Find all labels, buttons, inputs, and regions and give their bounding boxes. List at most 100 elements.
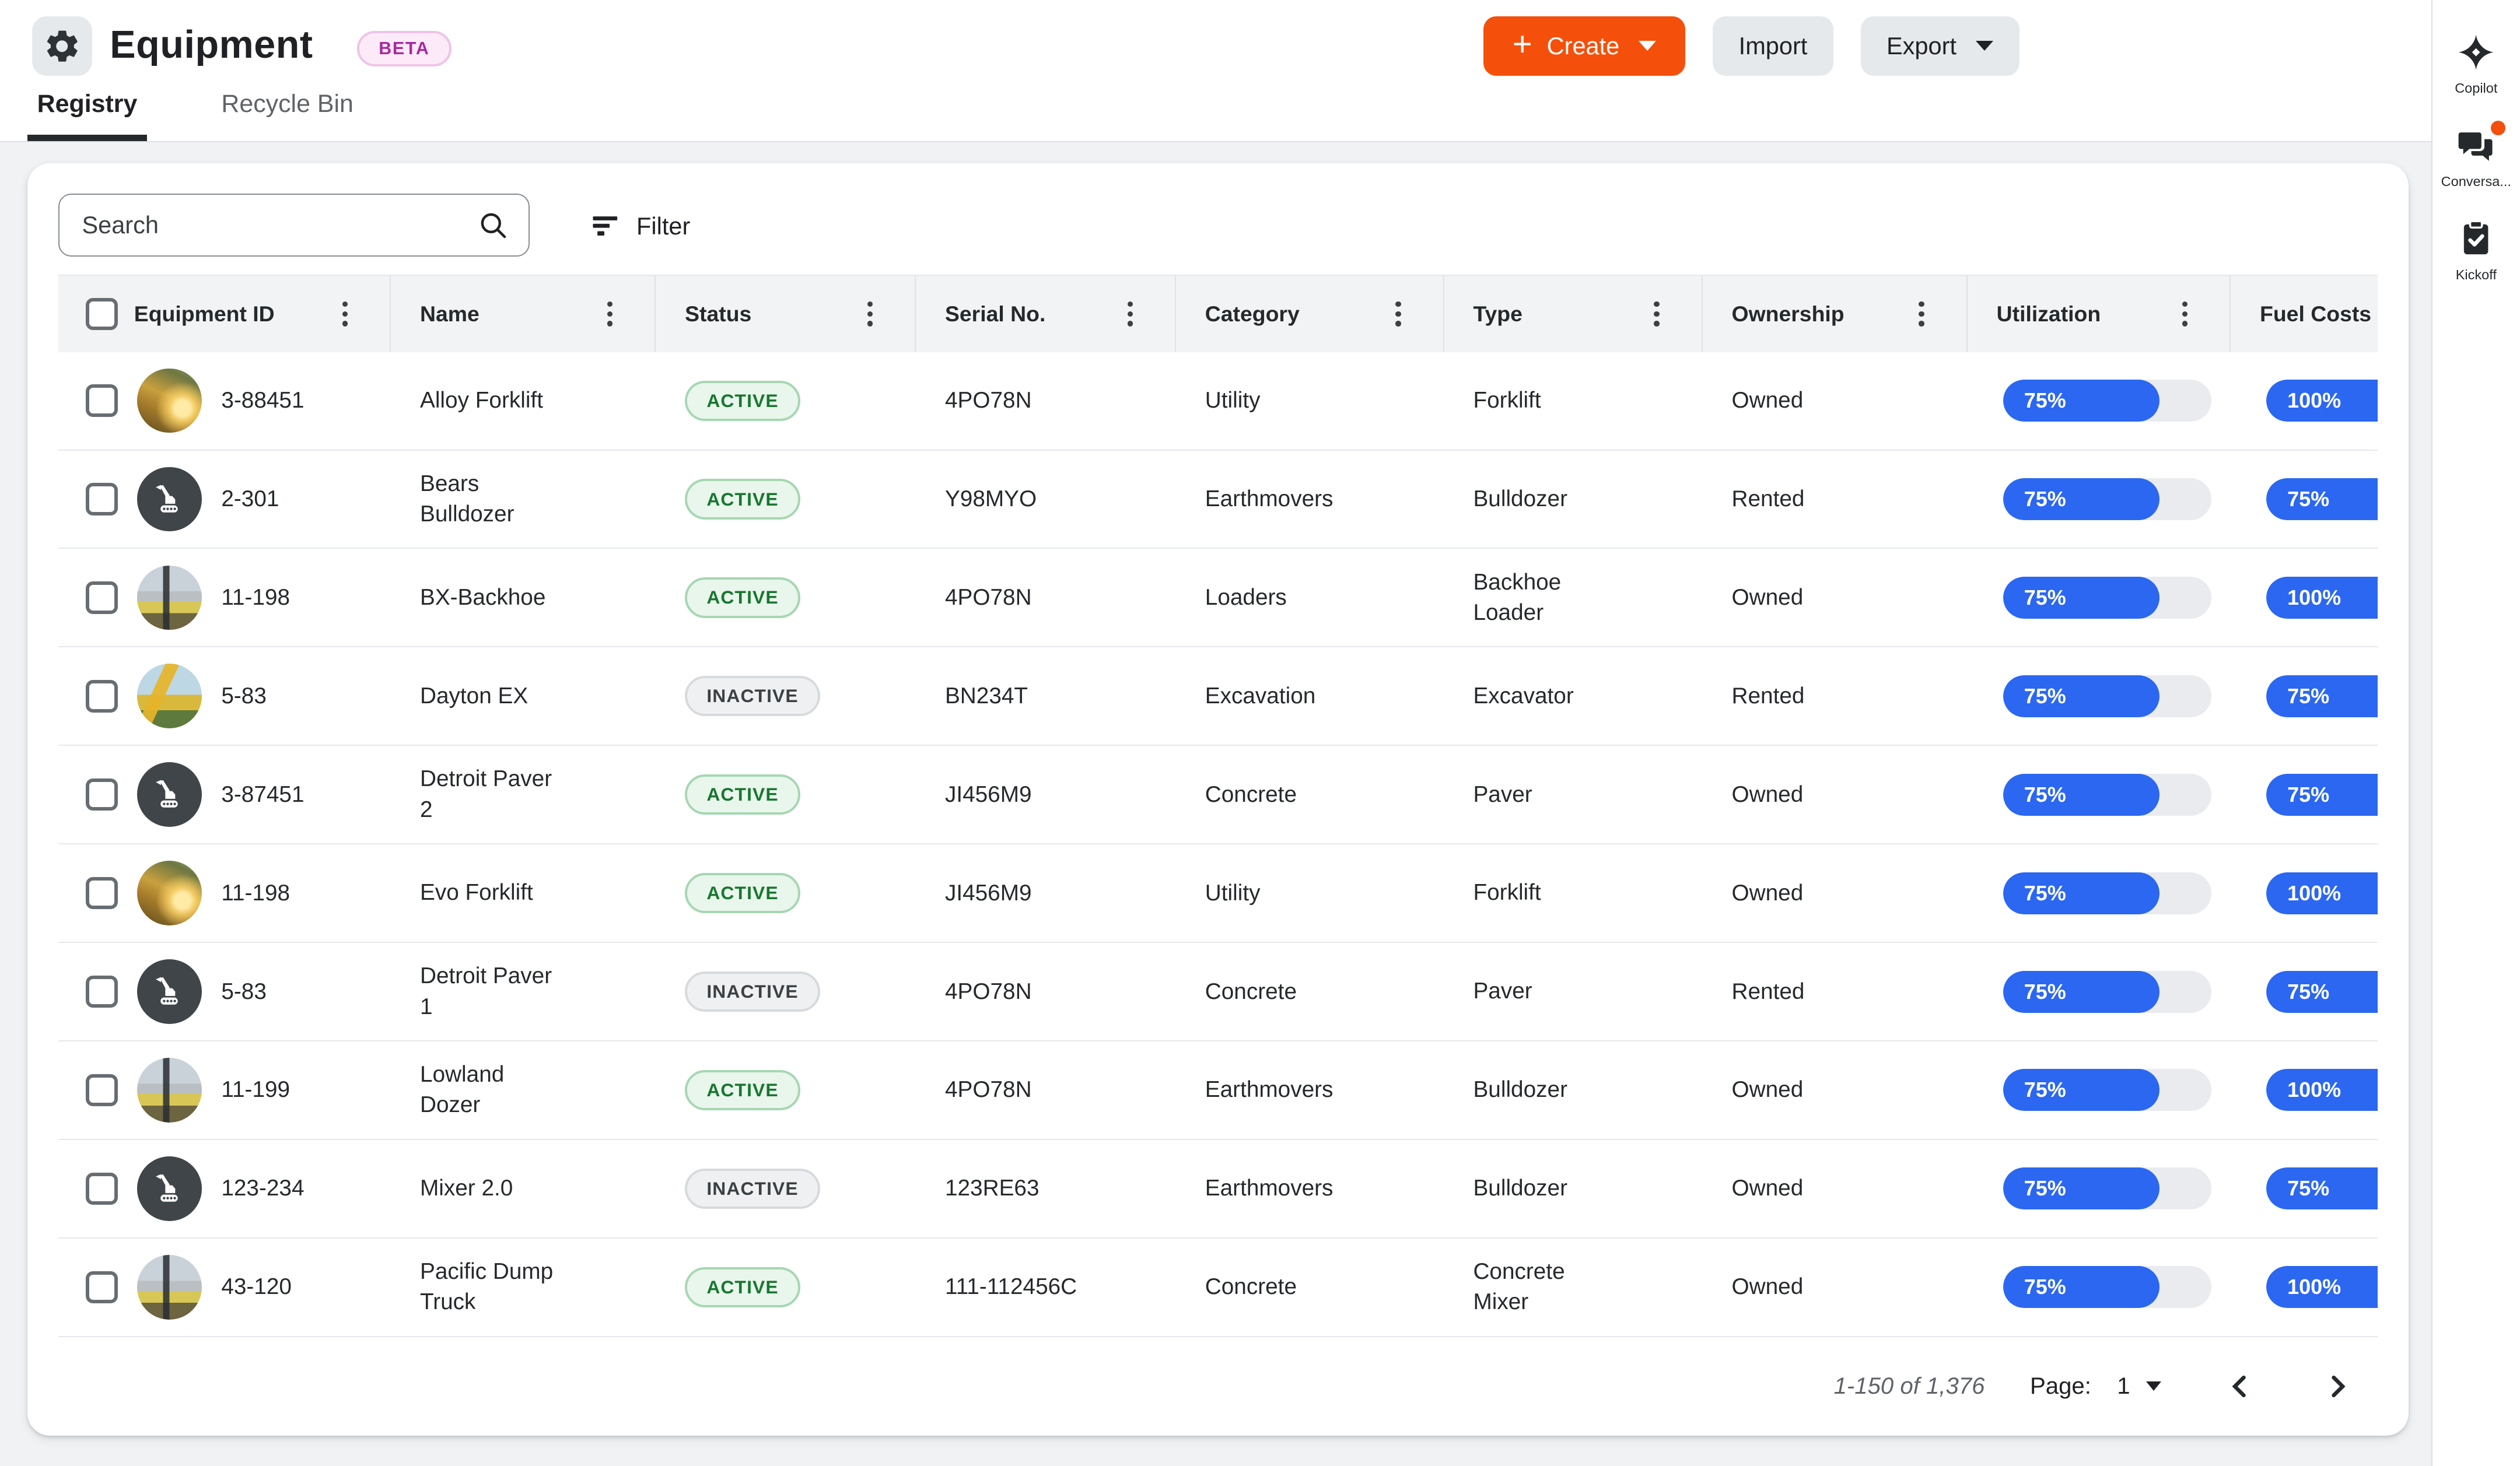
column-menu-icon[interactable]: [1127, 301, 1133, 327]
row-checkbox[interactable]: [85, 778, 118, 811]
column-header-equipment-id[interactable]: Equipment ID: [58, 275, 391, 352]
column-menu-icon[interactable]: [1395, 301, 1401, 327]
fuel-costs-value: 100%: [2287, 881, 2342, 905]
equipment-name: BX-Backhoe: [419, 584, 546, 610]
column-menu-icon[interactable]: [342, 301, 348, 327]
utilization-bar-fill: [2003, 1266, 2160, 1309]
row-checkbox[interactable]: [85, 1271, 118, 1303]
page-number-dropdown[interactable]: 1: [2117, 1373, 2162, 1400]
fuel-costs-value: 75%: [2287, 683, 2330, 708]
status-badge: ACTIVE: [685, 577, 800, 618]
column-menu-icon[interactable]: [1919, 301, 1924, 327]
row-checkbox[interactable]: [85, 581, 118, 614]
fuel-costs-value: 75%: [2287, 487, 2330, 511]
table-row[interactable]: 43-120 Pacific Dump Truck ACTIVE 111-112…: [58, 1238, 2378, 1337]
table-row[interactable]: 123-234 Mixer 2.0 INACTIVE 123RE63 Earth…: [58, 1139, 2378, 1239]
equipment-name: Bears Bulldozer: [419, 471, 514, 527]
select-all-checkbox[interactable]: [85, 297, 118, 330]
table-row[interactable]: 11-198 Evo Forklift ACTIVE JI456M9 Utili…: [58, 844, 2378, 944]
row-checkbox[interactable]: [85, 975, 118, 1008]
category-value: Concrete: [1205, 1274, 1297, 1300]
row-checkbox[interactable]: [85, 483, 118, 515]
create-button[interactable]: + Create: [1483, 16, 1686, 76]
row-checkbox[interactable]: [85, 1172, 118, 1205]
import-button[interactable]: Import: [1713, 16, 1833, 76]
table-row[interactable]: 2-301 Bears Bulldozer ACTIVE Y98MYO Eart…: [58, 450, 2378, 549]
tab-registry[interactable]: Registry: [27, 90, 147, 141]
chevron-down-icon: [1976, 41, 1994, 51]
equipment-name: Dayton EX: [419, 683, 528, 709]
column-label: Ownership: [1731, 301, 1845, 326]
ownership-value: Owned: [1731, 1274, 1804, 1300]
type-value: Excavator: [1473, 683, 1574, 709]
serial-number: 4PO78N: [944, 388, 1032, 413]
row-checkbox[interactable]: [85, 876, 118, 910]
type-value: Bulldozer: [1473, 1176, 1567, 1201]
fuel-costs-bar: 100%: [2266, 1069, 2378, 1111]
table-row[interactable]: 11-199 Lowland Dozer ACTIVE 4PO78N Earth…: [58, 1041, 2378, 1140]
type-value: Forklift: [1473, 387, 1541, 413]
column-header-category[interactable]: Category: [1176, 275, 1444, 352]
column-header-name[interactable]: Name: [391, 275, 656, 352]
table-row[interactable]: 5-83 Dayton EX INACTIVE BN234T Excavatio…: [58, 647, 2378, 746]
category-value: Utility: [1205, 880, 1261, 906]
equipment-avatar: [137, 861, 202, 926]
filter-button[interactable]: Filter: [580, 200, 700, 252]
equipment-name: Detroit Paver 2: [419, 766, 552, 822]
equipment-name: Detroit Paver 1: [419, 963, 552, 1019]
equipment-id: 123-234: [221, 1176, 304, 1201]
ownership-value: Owned: [1731, 781, 1804, 807]
column-menu-icon[interactable]: [2182, 301, 2188, 327]
column-header-ownership[interactable]: Ownership: [1703, 275, 1968, 352]
row-checkbox[interactable]: [85, 680, 118, 713]
equipment-avatar: [137, 1058, 202, 1123]
table-row[interactable]: 3-88451 Alloy Forklift ACTIVE 4PO78N Uti…: [58, 352, 2378, 451]
ownership-value: Rented: [1731, 683, 1805, 709]
utilization-bar-fill: [2003, 872, 2160, 914]
utilization-bar: 75%: [2003, 1167, 2211, 1210]
status-badge: INACTIVE: [685, 676, 820, 717]
column-menu-icon[interactable]: [867, 301, 873, 327]
utilization-value: 75%: [2024, 881, 2066, 905]
status-badge: ACTIVE: [685, 1267, 800, 1307]
utilization-value: 75%: [2024, 782, 2066, 806]
chevron-left-icon: [2232, 1375, 2246, 1397]
column-header-type[interactable]: Type: [1444, 275, 1703, 352]
column-menu-icon[interactable]: [1654, 301, 1660, 327]
status-badge: ACTIVE: [685, 873, 800, 914]
tab-recycle-bin[interactable]: Recycle Bin: [221, 89, 354, 118]
column-header-status[interactable]: Status: [656, 275, 916, 352]
equipment-name: Lowland Dozer: [419, 1062, 505, 1118]
sidebar-item-label: Conversa...: [2441, 174, 2511, 190]
column-header-serial-no[interactable]: Serial No.: [916, 275, 1176, 352]
table-row[interactable]: 11-198 BX-Backhoe ACTIVE 4PO78N Loaders …: [58, 549, 2378, 648]
search-input[interactable]: [82, 211, 477, 240]
sidebar-item-label: Copilot: [2455, 80, 2498, 96]
previous-page-button[interactable]: [2222, 1369, 2258, 1404]
utilization-bar-fill: [2003, 576, 2160, 619]
table-row[interactable]: 3-87451 Detroit Paver 2 ACTIVE JI456M9 C…: [58, 746, 2378, 845]
utilization-bar-fill: [2003, 380, 2160, 422]
search-icon[interactable]: [477, 209, 509, 241]
column-menu-icon[interactable]: [607, 301, 613, 327]
right-sidebar: Copilot Conversa... Kickoff: [2431, 0, 2520, 1466]
tab-bar: Registry Recycle Bin: [27, 89, 358, 141]
row-checkbox[interactable]: [85, 1074, 118, 1107]
export-button[interactable]: Export: [1860, 16, 2020, 76]
row-checkbox[interactable]: [85, 384, 118, 417]
equipment-id: 11-198: [221, 880, 290, 906]
fuel-costs-bar-fill: [2266, 1069, 2378, 1111]
sidebar-item-kickoff[interactable]: Kickoff: [2432, 206, 2520, 299]
table-row[interactable]: 5-83 Detroit Paver 1 INACTIVE 4PO78N Con…: [58, 943, 2378, 1041]
serial-number: BN234T: [944, 683, 1028, 709]
sidebar-item-copilot[interactable]: Copilot: [2432, 19, 2520, 113]
utilization-bar-fill: [2003, 970, 2160, 1013]
utilization-value: 75%: [2024, 979, 2066, 1004]
next-page-button[interactable]: [2320, 1369, 2356, 1404]
utilization-bar: 75%: [2003, 872, 2211, 914]
chevron-right-icon: [2332, 1375, 2346, 1397]
sidebar-item-conversations[interactable]: Conversa...: [2432, 113, 2520, 206]
plus-icon: +: [1512, 25, 1532, 64]
column-header-fuel-costs[interactable]: Fuel Costs: [2231, 276, 2378, 352]
column-header-utilization[interactable]: Utilization: [1968, 275, 2231, 352]
